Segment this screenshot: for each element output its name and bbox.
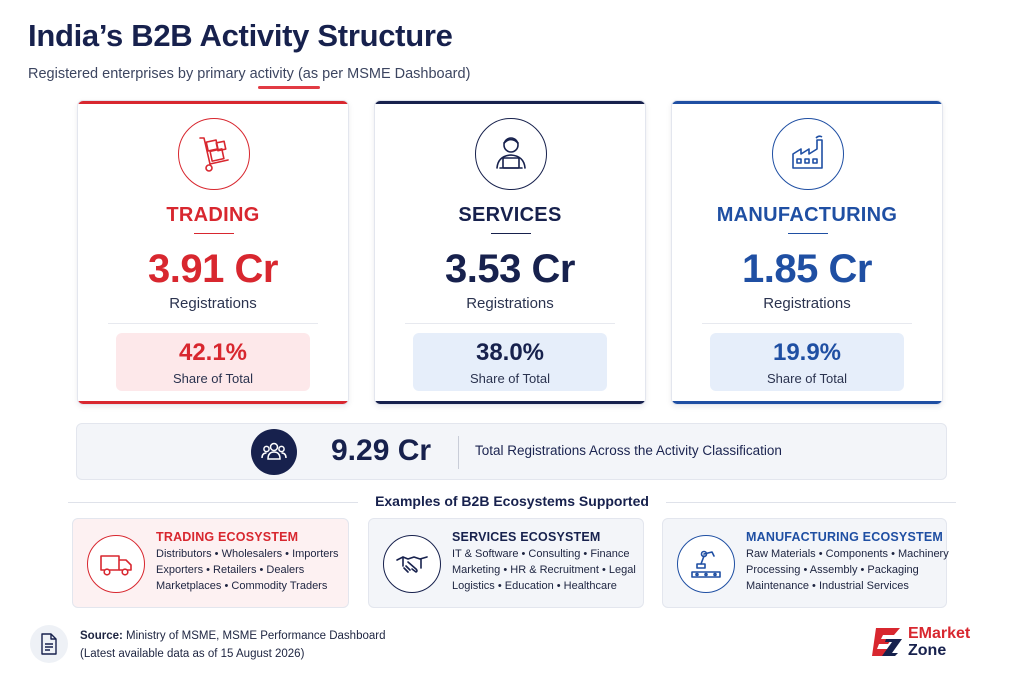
ecosystem-title: MANUFACTURING ECOSYSTEM — [746, 530, 943, 544]
manufacturing-ecosystem-box: MANUFACTURING ECOSYSTEM Raw Materials • … — [662, 518, 949, 608]
source-label: Source: — [80, 630, 123, 642]
share-label: Share of Total — [470, 371, 550, 386]
source-line: Source: Ministry of MSME, MSME Performan… — [80, 630, 386, 642]
registrations-label: Registrations — [466, 295, 554, 312]
category-underline — [491, 233, 531, 234]
hand-truck-boxes-icon — [178, 118, 250, 190]
total-value: 9.29 Cr — [331, 434, 432, 467]
share-value: 19.9% — [772, 339, 842, 366]
ecosystem-line: Raw Materials • Components • Machinery — [746, 548, 949, 560]
card-divider — [108, 323, 318, 324]
handshake-icon — [383, 535, 441, 593]
ecosystem-line: IT & Software • Consulting • Finance — [452, 548, 630, 560]
card-bottom-bar — [78, 401, 348, 404]
share-label: Share of Total — [767, 371, 847, 386]
card-category: MANUFACTURING — [716, 204, 898, 226]
ecosystem-title: TRADING ECOSYSTEM — [156, 530, 299, 544]
robotic-arm-icon — [677, 535, 735, 593]
ecosystem-line: Exporters • Retailers • Dealers — [156, 564, 305, 576]
registrations-label: Registrations — [763, 295, 851, 312]
source-text: Ministry of MSME, MSME Performance Dashb… — [126, 630, 386, 642]
ecosystem-line: Processing • Assembly • Packaging — [746, 564, 919, 576]
page-title: India’s B2B Activity Structure — [28, 18, 453, 53]
ecosystem-line: Logistics • Education • Healthcare — [452, 580, 617, 592]
document-icon — [30, 625, 68, 663]
registrations-value: 3.91 Cr — [148, 247, 278, 291]
card-divider — [405, 323, 615, 324]
factory-icon — [772, 118, 844, 190]
services-card: SERVICES 3.53 Cr Registrations 38.0% Sha… — [374, 100, 646, 405]
logo-text-line1: EMarket — [908, 625, 971, 642]
card-bottom-bar — [375, 401, 645, 404]
logo-text-line2: Zone — [908, 642, 947, 659]
card-bottom-bar — [672, 401, 942, 404]
total-label: Total Registrations Across the Activity … — [475, 443, 782, 458]
card-top-bar — [375, 101, 645, 104]
people-group-icon — [251, 429, 297, 475]
ecosystem-line: Marketing • HR & Recruitment • Legal — [452, 564, 636, 576]
person-laptop-icon — [475, 118, 547, 190]
delivery-truck-icon — [87, 535, 145, 593]
trading-ecosystem-box: TRADING ECOSYSTEM Distributors • Wholesa… — [72, 518, 349, 608]
manufacturing-card: MANUFACTURING 1.85 Cr Registrations 19.9… — [671, 100, 943, 405]
title-accent-line — [258, 86, 320, 89]
card-divider — [702, 323, 912, 324]
share-value: 38.0% — [475, 339, 545, 366]
logo-mark-icon — [872, 628, 902, 656]
card-top-bar — [672, 101, 942, 104]
ecosystem-line: Distributors • Wholesalers • Importers — [156, 548, 339, 560]
total-registrations-bar: 9.29 Cr Total Registrations Across the A… — [76, 423, 947, 480]
category-underline — [788, 233, 828, 234]
examples-divider-right — [666, 502, 956, 503]
examples-divider-left — [68, 502, 358, 503]
share-label: Share of Total — [173, 371, 253, 386]
card-category: TRADING — [166, 204, 260, 226]
page-subtitle: Registered enterprises by primary activi… — [28, 66, 471, 82]
trading-card: TRADING 3.91 Cr Registrations 42.1% Shar… — [77, 100, 349, 405]
card-top-bar — [78, 101, 348, 104]
emarketzone-logo: EMarket Zone — [872, 625, 992, 663]
share-box: 38.0% Share of Total — [413, 333, 607, 391]
category-underline — [194, 233, 234, 234]
ecosystem-title: SERVICES ECOSYSTEM — [452, 530, 601, 544]
ecosystem-line: Maintenance • Industrial Services — [746, 580, 909, 592]
registrations-value: 1.85 Cr — [742, 247, 872, 291]
services-ecosystem-box: SERVICES ECOSYSTEM IT & Software • Consu… — [368, 518, 644, 608]
share-value: 42.1% — [178, 339, 248, 366]
card-category: SERVICES — [458, 204, 562, 226]
examples-title: Examples of B2B Ecosystems Supported — [375, 493, 649, 509]
share-box: 19.9% Share of Total — [710, 333, 904, 391]
total-separator — [458, 436, 459, 469]
source-note: (Latest available data as of 15 August 2… — [80, 648, 305, 660]
registrations-value: 3.53 Cr — [445, 247, 575, 291]
share-box: 42.1% Share of Total — [116, 333, 310, 391]
ecosystem-line: Marketplaces • Commodity Traders — [156, 580, 328, 592]
registrations-label: Registrations — [169, 295, 257, 312]
